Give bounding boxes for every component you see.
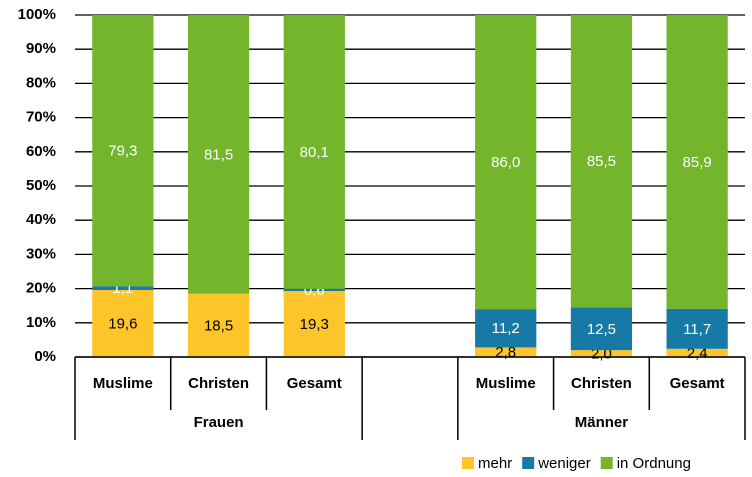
bar-segment <box>666 15 728 309</box>
bar-segment <box>475 309 537 348</box>
data-label: 85,9 <box>683 154 712 171</box>
y-tick-label: 10% <box>26 314 56 331</box>
legend-label: mehr <box>478 455 512 472</box>
data-label: 11,7 <box>683 321 711 338</box>
bar-segment <box>283 288 345 291</box>
y-tick-label: 90% <box>26 40 56 57</box>
data-label: 18,5 <box>204 317 233 334</box>
data-label: 11,2 <box>492 320 520 337</box>
y-tick-label: 0% <box>34 348 56 365</box>
bar-segment <box>475 15 537 310</box>
y-tick-label: 60% <box>26 143 56 160</box>
bar-segment <box>283 290 345 357</box>
data-label: 79,3 <box>108 143 137 160</box>
legend-label: in Ordnung <box>617 455 691 472</box>
data-label: 12,5 <box>587 321 616 338</box>
y-tick-label: 40% <box>26 211 56 228</box>
legend-label: weniger <box>537 455 591 472</box>
bar-segment <box>92 15 154 287</box>
x-tick-label: Gesamt <box>287 375 342 392</box>
y-tick-label: 100% <box>18 6 56 23</box>
bar-segment <box>570 15 633 308</box>
group-label: Frauen <box>194 414 244 431</box>
x-tick-label: Christen <box>571 375 632 392</box>
x-tick-label: Muslime <box>476 375 536 392</box>
y-tick-label: 70% <box>26 109 56 126</box>
data-label: 19,3 <box>300 316 329 333</box>
bar-segment <box>666 348 728 357</box>
data-label: 86,0 <box>491 154 520 171</box>
bar-segment <box>92 286 154 290</box>
legend-swatch <box>462 457 474 469</box>
data-label: 81,5 <box>204 146 233 163</box>
data-label: 80,1 <box>300 144 329 161</box>
bar-segment <box>570 350 633 357</box>
y-tick-label: 50% <box>26 177 56 194</box>
bar-segment <box>283 15 345 289</box>
bar-segment <box>666 308 728 349</box>
x-tick-label: Christen <box>188 375 249 392</box>
group-label: Männer <box>575 414 629 431</box>
y-tick-label: 30% <box>26 245 56 262</box>
bar-segment <box>570 307 633 351</box>
data-label: 85,5 <box>587 153 616 170</box>
y-tick-label: 20% <box>26 280 56 297</box>
data-label: 19,6 <box>108 315 137 332</box>
x-tick-label: Muslime <box>93 375 153 392</box>
x-tick-label: Gesamt <box>670 375 725 392</box>
legend-swatch <box>600 457 613 469</box>
y-tick-label: 80% <box>26 74 56 91</box>
bar-segment <box>475 347 537 357</box>
legend-swatch <box>522 457 535 469</box>
bar-segment <box>92 289 154 357</box>
bar-segment <box>187 293 250 357</box>
bar-segment <box>187 15 250 294</box>
